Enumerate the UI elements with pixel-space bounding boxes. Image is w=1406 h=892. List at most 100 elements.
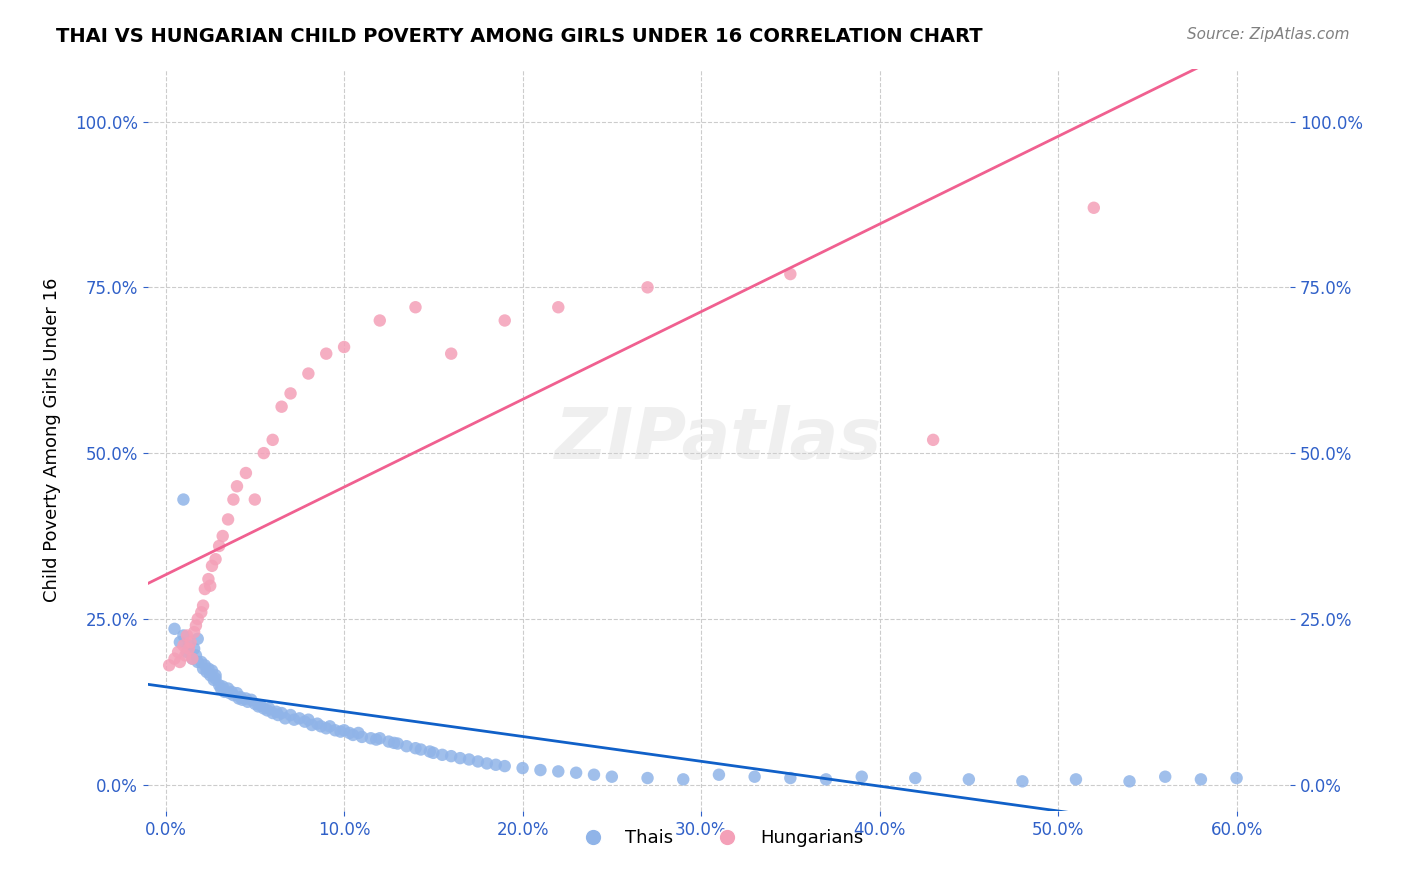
Point <box>222 688 245 702</box>
Point <box>432 747 454 762</box>
Point <box>779 267 801 281</box>
Point <box>267 708 290 723</box>
Point <box>350 730 373 744</box>
Point <box>211 529 233 543</box>
Point <box>257 701 280 715</box>
Point <box>184 648 207 663</box>
Point <box>1154 770 1177 784</box>
Point <box>181 651 204 665</box>
Point <box>163 622 186 636</box>
Point <box>1118 774 1140 789</box>
Point <box>201 558 224 573</box>
Point <box>172 492 194 507</box>
Point <box>600 770 623 784</box>
Point <box>319 719 342 733</box>
Point <box>195 665 218 679</box>
Point <box>235 691 257 706</box>
Point <box>169 635 191 649</box>
Point <box>1226 771 1249 785</box>
Point <box>197 572 219 586</box>
Point <box>204 672 226 686</box>
Point <box>1064 772 1087 787</box>
Point <box>174 648 197 663</box>
Point <box>226 479 249 493</box>
Point <box>187 612 209 626</box>
Point <box>294 714 316 729</box>
Point <box>176 645 198 659</box>
Point <box>547 764 569 779</box>
Point <box>270 400 292 414</box>
Point <box>208 539 231 553</box>
Point <box>200 668 222 682</box>
Point <box>405 741 427 756</box>
Point <box>485 757 508 772</box>
Point <box>360 731 382 746</box>
Point <box>565 765 588 780</box>
Point <box>194 582 217 596</box>
Point <box>204 668 226 682</box>
Point <box>180 635 202 649</box>
Point <box>707 768 730 782</box>
Point <box>194 658 217 673</box>
Point <box>440 749 463 764</box>
Point <box>672 772 695 787</box>
Point <box>177 641 200 656</box>
Point <box>467 755 489 769</box>
Point <box>744 770 766 784</box>
Point <box>253 446 276 460</box>
Point <box>163 651 186 665</box>
Point <box>922 433 945 447</box>
Point <box>779 771 801 785</box>
Point <box>377 734 399 748</box>
Point <box>229 690 252 705</box>
Point <box>274 711 297 725</box>
Point <box>176 628 198 642</box>
Text: ZIPatlas: ZIPatlas <box>555 405 883 475</box>
Point <box>368 313 391 327</box>
Point <box>475 756 498 771</box>
Point <box>253 701 276 715</box>
Point <box>440 346 463 360</box>
Point <box>957 772 980 787</box>
Point <box>183 641 205 656</box>
Point <box>183 625 205 640</box>
Point <box>904 771 927 785</box>
Point <box>395 739 418 754</box>
Point <box>201 664 224 678</box>
Text: Source: ZipAtlas.com: Source: ZipAtlas.com <box>1187 27 1350 42</box>
Point <box>191 599 214 613</box>
Point <box>494 313 516 327</box>
Point <box>169 655 191 669</box>
Point <box>240 693 263 707</box>
Point <box>270 706 292 720</box>
Point <box>264 705 287 719</box>
Point <box>280 386 302 401</box>
Point <box>512 761 534 775</box>
Point <box>815 772 838 787</box>
Point <box>323 723 346 738</box>
Point <box>172 639 194 653</box>
Point <box>217 681 239 696</box>
Point <box>329 724 352 739</box>
Point <box>167 645 190 659</box>
Point <box>309 719 332 733</box>
Point <box>1083 201 1105 215</box>
Point <box>200 579 222 593</box>
Point <box>366 732 388 747</box>
Point <box>226 686 249 700</box>
Point <box>204 552 226 566</box>
Point <box>280 708 302 723</box>
Point <box>339 726 361 740</box>
Point <box>494 759 516 773</box>
Point <box>177 639 200 653</box>
Point <box>382 736 405 750</box>
Point <box>315 346 337 360</box>
Point <box>243 697 266 711</box>
Point <box>221 685 243 699</box>
Point <box>211 680 233 694</box>
Point <box>422 746 444 760</box>
Point <box>387 737 409 751</box>
Point <box>172 628 194 642</box>
Point <box>262 433 284 447</box>
Point <box>197 662 219 676</box>
